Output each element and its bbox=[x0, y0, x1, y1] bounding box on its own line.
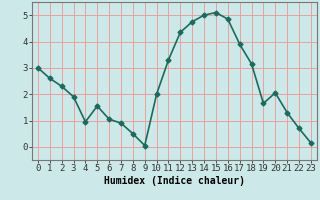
X-axis label: Humidex (Indice chaleur): Humidex (Indice chaleur) bbox=[104, 176, 245, 186]
